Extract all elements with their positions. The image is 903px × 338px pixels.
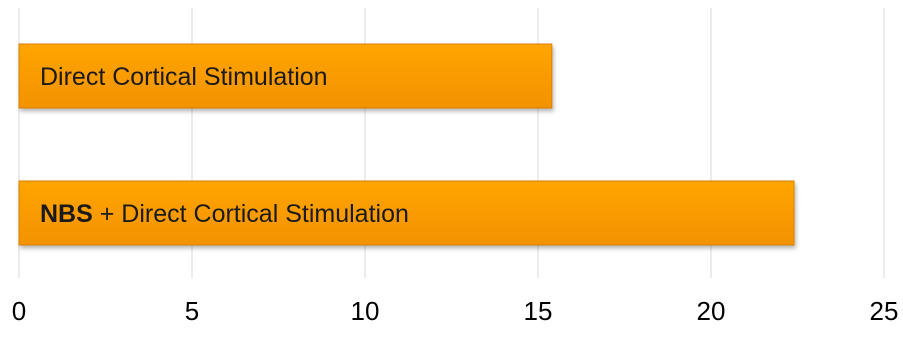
x-tick-label: 15: [524, 296, 553, 326]
bar-label: Direct Cortical Stimulation: [40, 63, 328, 91]
bars: Direct Cortical Stimulation NBS + Direct …: [18, 43, 795, 246]
x-tick-label: 25: [870, 296, 899, 326]
bar-label-bold: NBS: [40, 200, 93, 228]
bar: [18, 43, 553, 109]
bar-label-text: Direct Cortical Stimulation: [40, 63, 328, 91]
bar: [18, 180, 795, 246]
x-tick-label: 5: [185, 296, 199, 326]
bar-label: NBS + Direct Cortical Stimulation: [40, 200, 409, 228]
bar-group-1: NBS + Direct Cortical Stimulation: [18, 180, 795, 246]
x-tick-label: 0: [12, 296, 26, 326]
bar-group-0: Direct Cortical Stimulation: [18, 43, 553, 109]
x-tick-label: 20: [697, 296, 726, 326]
bar-label-text: + Direct Cortical Stimulation: [93, 200, 409, 228]
x-tick-label: 10: [351, 296, 380, 326]
x-axis-tick-labels: 0 5 10 15 20 25: [12, 296, 899, 326]
